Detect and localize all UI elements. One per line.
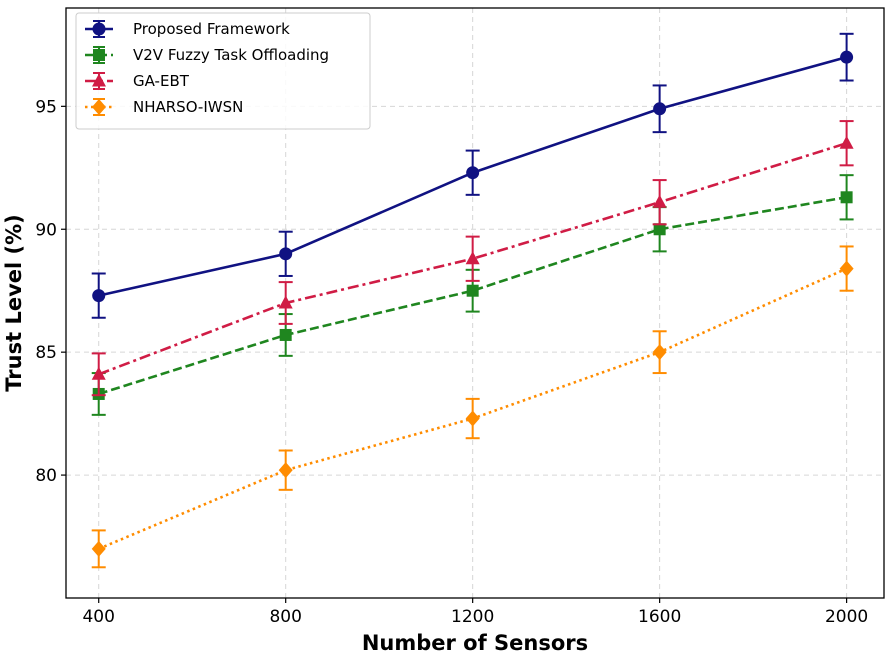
data-point — [465, 251, 480, 265]
legend: Proposed Framework V2V Fuzzy Task Offload… — [75, 12, 371, 130]
data-point — [840, 50, 854, 64]
x-tick-label: 800 — [269, 607, 301, 627]
series-3 — [91, 245, 854, 569]
series-2 — [91, 120, 854, 397]
legend-item: NHARSO-IWSN — [85, 98, 243, 116]
legend-item: V2V Fuzzy Task Offloading — [85, 46, 329, 64]
legend-marker — [92, 99, 106, 115]
y-tick-label: 95 — [35, 97, 57, 117]
x-axis-label: Number of Sensors — [362, 631, 588, 655]
data-point — [279, 328, 292, 341]
series-line — [98, 141, 847, 376]
legend-marker — [92, 22, 106, 36]
x-tick-label: 1200 — [451, 607, 494, 627]
legend-marker — [93, 49, 105, 61]
y-tick-label: 90 — [35, 220, 57, 240]
legend-label: Proposed Framework — [133, 20, 290, 38]
data-point — [279, 247, 293, 261]
legend-label: NHARSO-IWSN — [133, 98, 243, 116]
data-point — [652, 194, 667, 208]
legend-marker — [92, 73, 106, 87]
data-point — [839, 135, 854, 149]
legend-label: GA-EBT — [133, 72, 190, 90]
data-point — [653, 102, 667, 116]
y-tick-label: 85 — [35, 343, 57, 363]
data-point — [466, 284, 479, 297]
series-0 — [91, 32, 854, 319]
legend-item: Proposed Framework — [85, 20, 290, 38]
series-layer — [91, 32, 854, 569]
data-point — [91, 366, 106, 380]
y-tick-label: 80 — [35, 466, 57, 486]
x-tick-label: 2000 — [825, 607, 868, 627]
series-line — [98, 196, 847, 396]
legend-box — [75, 12, 371, 130]
data-point — [91, 540, 106, 557]
x-tick-label: 400 — [82, 607, 114, 627]
x-tick-label: 1600 — [638, 607, 681, 627]
legend-item: GA-EBT — [85, 72, 190, 90]
data-point — [839, 260, 854, 277]
data-point — [278, 462, 293, 479]
data-point — [840, 191, 853, 204]
plot-frame — [65, 7, 885, 599]
data-point — [278, 295, 293, 309]
axis-ticks: 400 800 1200 1600 2000 80 85 90 95 — [35, 97, 868, 627]
y-axis-label: Trust Level (%) — [2, 214, 26, 391]
data-point — [92, 289, 106, 303]
data-point — [652, 344, 667, 361]
data-point — [466, 166, 480, 180]
data-point — [653, 223, 666, 236]
legend-label: V2V Fuzzy Task Offloading — [133, 46, 329, 64]
data-point — [465, 410, 480, 427]
